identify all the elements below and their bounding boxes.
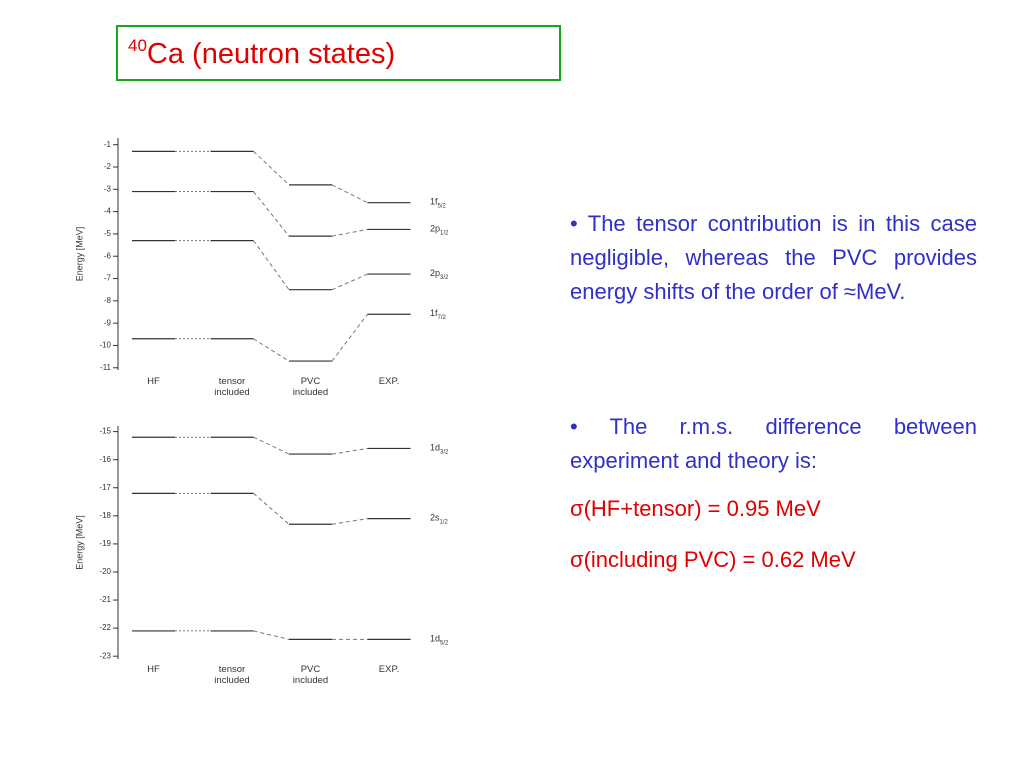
y-tick-label: -18 [99,511,111,520]
level-name: 1f [430,197,438,207]
x-tick-label: EXP. [378,376,400,387]
x-tick-label: tensor included [214,664,250,686]
connector [253,240,290,290]
level-label: 2p1/2 [430,224,449,236]
level-label: 1f5/2 [430,197,447,209]
level-label: 1d3/2 [430,443,449,455]
level-name: 2p [430,268,440,278]
level-name: 2s [430,513,440,523]
level-subscript: 1/2 [440,230,449,236]
y-tick-label: -7 [104,274,112,283]
x-tick-label: HF [147,376,160,387]
level-name: 1d [430,443,440,453]
y-tick-label: -3 [104,184,112,193]
y-tick-label: -8 [104,296,112,305]
connector [331,313,368,362]
level-subscript: 5/2 [440,640,449,646]
level-label: 2p3/2 [430,268,449,280]
connector [253,630,290,640]
slide-title: 40Ca (neutron states) [128,36,395,71]
x-tick-label: PVC included [292,664,329,686]
level-name: 2p [430,224,440,234]
bullet-text: • The tensor contribution is in this cas… [570,211,977,304]
connector [253,151,290,186]
level-name: 1d [430,634,440,644]
y-tick-label: -16 [99,455,111,464]
level-subscript: 1/2 [440,519,449,525]
connector [253,191,290,237]
connector [253,436,290,455]
x-tick-label: PVC included [292,376,329,398]
level-subscript: 3/2 [440,275,449,281]
y-tick-label: -1 [104,140,112,149]
x-tick-label: tensor included [214,376,250,398]
x-tick-label: EXP. [378,664,400,675]
y-tick-label: -17 [99,483,111,492]
level-subscript: 3/2 [440,449,449,455]
y-tick-label: -23 [99,651,111,660]
level-label: 1f7/2 [430,309,447,321]
title-superscript: 40 [128,36,147,55]
level-subscript: 7/2 [438,315,447,321]
connector [253,338,290,362]
y-tick-label: -20 [99,567,111,576]
y-tick-label: -5 [104,229,112,238]
y-tick-label: -6 [104,251,112,260]
level-label: 1d5/2 [430,634,449,646]
bullet-text: • The r.m.s. difference between experime… [570,414,977,473]
x-tick-label: HF [147,664,160,675]
y-tick-label: -4 [104,207,112,216]
y-tick-label: -2 [104,162,112,171]
sigma-line: σ(HF+tensor) = 0.95 MeV [570,496,821,521]
y-tick-label: -9 [104,318,112,327]
connector [331,228,368,237]
y-tick-label: -10 [99,341,111,350]
level-label: 2s1/2 [430,513,449,525]
y-axis-label: Energy [MeV] [74,515,84,570]
connector [331,447,368,455]
connector [253,492,290,525]
connector [331,184,368,204]
y-axis-label: Energy [MeV] [74,227,84,282]
level-subscript: 5/2 [438,203,447,209]
y-tick-label: -11 [100,363,112,372]
title-text: Ca (neutron states) [146,38,396,70]
y-tick-label: -21 [99,595,111,604]
sigma-line: σ(including PVC) = 0.62 MeV [570,547,856,572]
title-box: 40Ca (neutron states) [116,25,561,81]
connector [331,273,368,291]
connector [331,518,368,525]
level-name: 1f [430,309,438,319]
y-tick-label: -19 [99,539,111,548]
y-tick-label: -22 [99,623,111,632]
y-tick-label: -15 [99,427,111,436]
